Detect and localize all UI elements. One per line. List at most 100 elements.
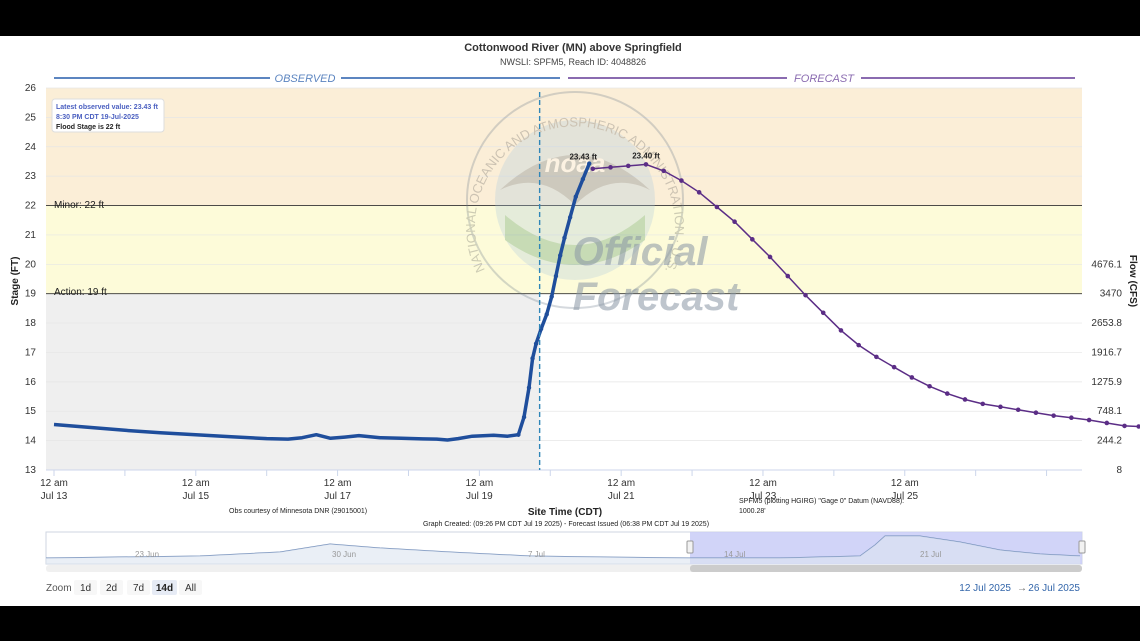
observed-point	[521, 414, 527, 420]
forecast-point	[1069, 415, 1074, 420]
forecast-point	[980, 401, 986, 407]
x-tick-label-time: 12 am	[40, 478, 68, 489]
series-layer	[53, 161, 1140, 442]
observed-point	[558, 253, 563, 258]
y-tick-label-22: 22	[25, 201, 37, 212]
forecast-point	[909, 375, 915, 380]
y2-tick-label-19: 3470	[1100, 289, 1123, 300]
y-axis-right: 8 244.2 748.1 1275.9 1916.7 2653.8 3470 4676.1	[1091, 259, 1122, 476]
navigator-label-4: 14 Jul	[724, 550, 746, 559]
x-tick-label-date: Jul 23	[750, 491, 777, 502]
y2-tick-label-15: 748.1	[1097, 406, 1122, 417]
x-tick-label-time: 12 am	[891, 478, 919, 489]
x-tick-label-date: Jul 21	[608, 491, 635, 502]
navigator-scrollbar-thumb[interactable]	[690, 565, 1082, 572]
forecast-point	[944, 391, 950, 396]
forecast-point	[1015, 407, 1021, 413]
forecast-series-line	[592, 163, 1139, 428]
x-tick-label-date: Jul 25	[891, 491, 918, 502]
noaa-seal-outer	[466, 91, 684, 309]
flood-stage-text: Flood Stage is 22 ft	[56, 124, 121, 131]
forecast-point	[732, 219, 737, 224]
chart-title: Cottonwood River (MN) above Springfield	[464, 42, 682, 54]
navigator-handle-left[interactable]	[686, 540, 694, 554]
observed-point	[567, 215, 573, 220]
navigator-label-2: 30 Jun	[332, 550, 356, 559]
x-tick-label-time: 12 am	[324, 478, 352, 489]
y-axis-title: Stage (FT)	[10, 257, 21, 306]
zoom-button-14d-bg[interactable]	[152, 580, 177, 595]
zoom-button-7d-bg[interactable]	[127, 580, 150, 595]
obs-credit: Obs courtesy of Minnesota DNR (29015001)	[229, 508, 367, 515]
observed-point	[533, 341, 539, 346]
y-tick-label-20: 20	[25, 259, 37, 270]
y-tick-label-16: 16	[25, 377, 37, 388]
y-tick-label-18: 18	[25, 318, 37, 329]
zoom-button-7d[interactable]: 7d	[127, 580, 150, 595]
watermark-forecast: Forecast	[573, 275, 741, 319]
y2-tick-label-18: 2653.8	[1091, 318, 1122, 329]
observed-point	[553, 273, 559, 279]
forecast-point	[891, 364, 897, 370]
observed-point	[573, 194, 578, 199]
forecast-point	[1136, 424, 1140, 429]
forecast-point	[714, 204, 720, 210]
zoom-button-14d[interactable]: 14d	[152, 580, 177, 595]
range-from[interactable]: 12 Jul 2025	[959, 583, 1011, 594]
latest-value-box-bg	[51, 98, 165, 133]
forecast-point	[590, 166, 596, 172]
zoom-button-all-label[interactable]: All	[185, 583, 196, 594]
forecast-point	[998, 404, 1003, 410]
range-navigator[interactable]: 23 Jun 30 Jun 7 Jul 14 Jul 21 Jul	[45, 531, 1086, 572]
observed-point	[587, 161, 592, 166]
x-tick-label-time: 12 am	[182, 478, 210, 489]
forecast-header: FORECAST	[794, 73, 855, 85]
y-tick-label-24: 24	[25, 142, 37, 153]
zoom-button-all-bg[interactable]	[179, 580, 202, 595]
x-tick-label-date: Jul 13	[41, 491, 68, 502]
zoom-button-1d-bg[interactable]	[74, 580, 97, 595]
observed-peak-label: 23.43 ft	[569, 153, 597, 162]
zoom-button-2d-bg[interactable]	[100, 580, 123, 595]
x-tick-label-time: 12 am	[749, 478, 777, 489]
forecast-point	[679, 178, 684, 183]
minor-stage-label: Minor: 22 ft	[54, 200, 104, 211]
navigator-series-area	[46, 536, 1080, 564]
navigator-label-1: 23 Jun	[135, 550, 159, 559]
action-stage-label: Action: 19 ft	[54, 287, 107, 298]
y2-tick-label-13: 8	[1116, 465, 1122, 476]
graph-created-note: Graph Created: (09:26 PM CDT Jul 19 2025…	[423, 521, 709, 528]
zoom-button-1d-label[interactable]: 1d	[80, 583, 91, 594]
y-tick-label-25: 25	[25, 112, 37, 123]
datum-note: SPFM5 (plotting HGIRG) "Gage 0" Datum (N…	[739, 498, 904, 505]
forecast-point	[625, 163, 631, 169]
zoom-button-7d-label[interactable]: 7d	[133, 583, 144, 594]
y-tick-label-13: 13	[25, 465, 37, 476]
forecast-point	[1122, 423, 1127, 429]
observed-point	[526, 385, 532, 390]
y2-axis-title: Flow (CFS)	[1127, 255, 1138, 307]
zoom-button-1d[interactable]: 1d	[74, 580, 97, 595]
forecast-point	[785, 273, 791, 279]
zoom-button-2d[interactable]: 2d	[100, 580, 123, 595]
zoom-button-all[interactable]: All	[179, 580, 202, 595]
observed-point	[580, 176, 586, 182]
chart-subtitle: NWSLI: SPFM5, Reach ID: 4048826	[500, 57, 646, 67]
forecast-point	[1051, 413, 1056, 418]
latest-value-text: Latest observed value: 23.43 ft	[56, 104, 159, 111]
forecast-point	[643, 162, 649, 167]
forecast-point	[608, 165, 613, 170]
navigator-handle-right[interactable]	[1078, 540, 1086, 554]
noaa-seal-center-text: noaa	[545, 148, 606, 178]
zoom-button-14d-label[interactable]: 14d	[156, 583, 173, 594]
y-tick-label-26: 26	[25, 83, 37, 94]
zoom-label: Zoom	[46, 583, 72, 594]
zoom-button-2d-label[interactable]: 2d	[106, 583, 117, 594]
y2-tick-label-14: 244.2	[1097, 436, 1122, 447]
forecast-point	[856, 342, 861, 348]
forecast-point	[1104, 420, 1110, 426]
navigator-label-5: 21 Jul	[920, 550, 942, 559]
range-to[interactable]: 26 Jul 2025	[1028, 583, 1080, 594]
observed-header: OBSERVED	[275, 73, 336, 85]
